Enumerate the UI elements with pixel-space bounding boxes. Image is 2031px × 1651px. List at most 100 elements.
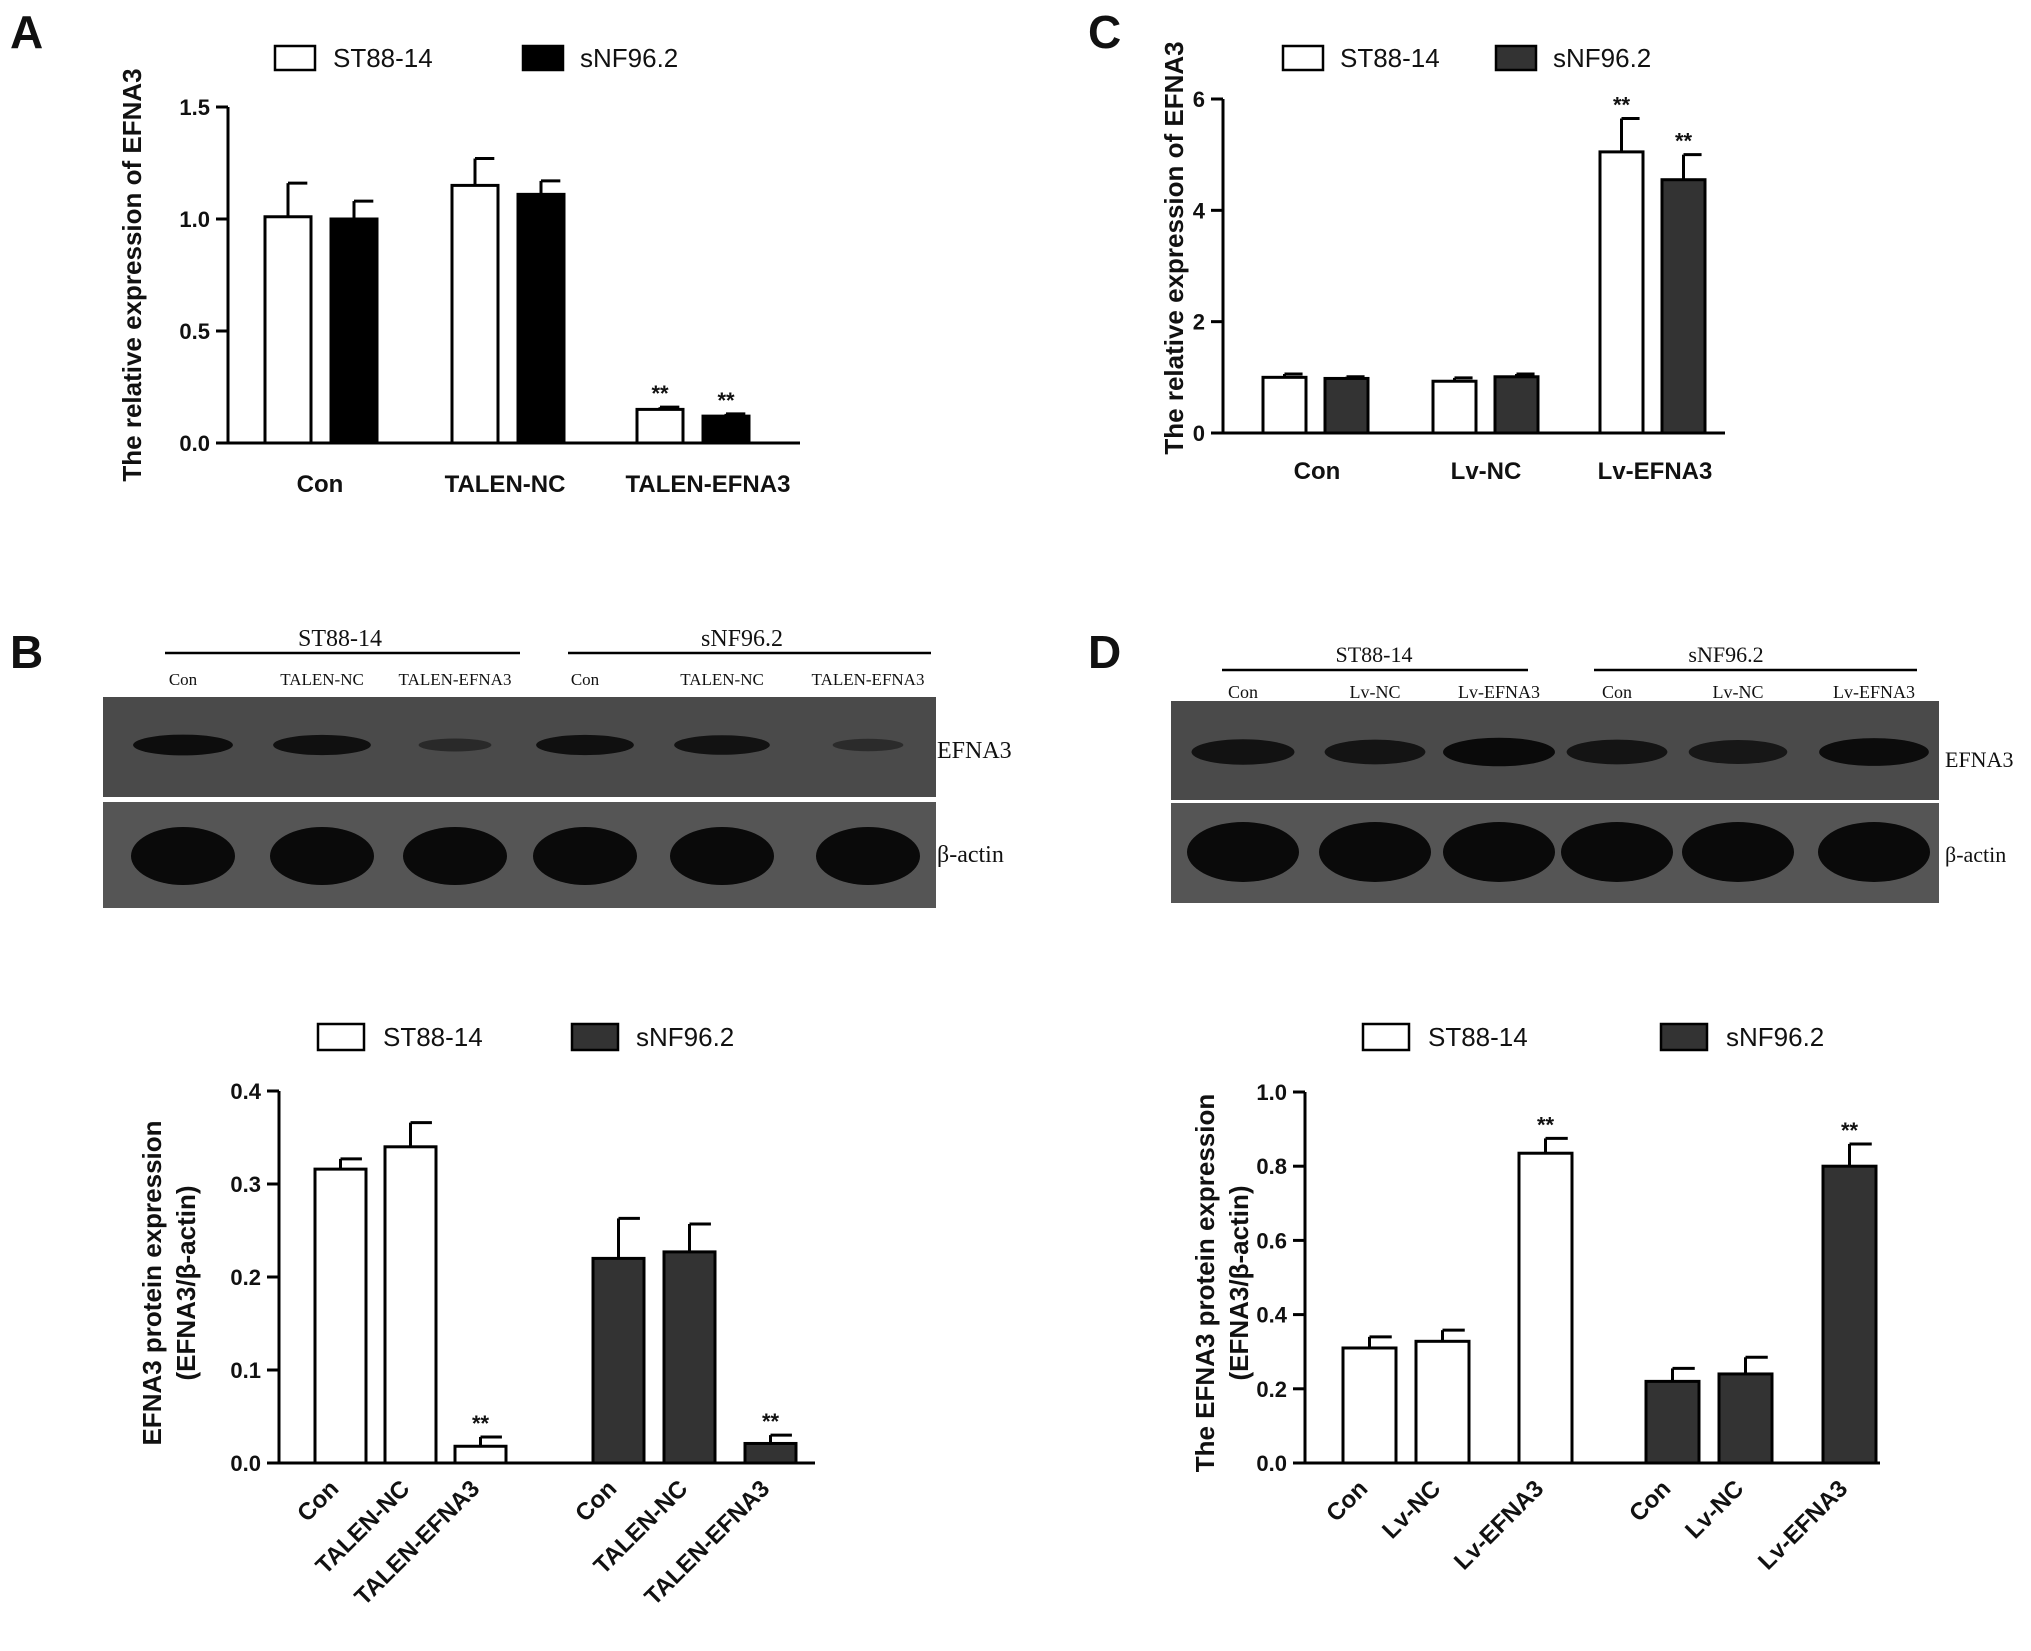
x-category-b-g1-0: Con [570, 1475, 622, 1527]
y-tick-label-d-1: 0.2 [1256, 1377, 1287, 1402]
x-category-c-0: Con [1294, 458, 1341, 485]
significance-a-s0-c2: ** [651, 381, 669, 406]
band-d-r1-l4 [1682, 822, 1794, 882]
legend-c-label-1: ST88-14 [1340, 43, 1440, 73]
panel-letter-d: D [1088, 626, 1121, 678]
blot-b-group-1: ST88-14 [298, 626, 382, 652]
bar-a-s0-c2 [635, 407, 685, 445]
blot-d-lane-4: Con [1602, 682, 1632, 702]
band-d-r1-l1 [1319, 822, 1431, 882]
chart-a: ST88-14 sNF96.2 The relative expression … [117, 43, 800, 498]
bar-a-s1-c2 [701, 414, 751, 445]
blot-d-group-2: sNF96.2 [1688, 642, 1763, 667]
bar-c-s1-c0 [1323, 376, 1370, 435]
band-b-r1-l1 [270, 827, 374, 885]
band-b-r0-l0 [133, 734, 233, 756]
blot-d-group-1: ST88-14 [1336, 642, 1413, 667]
band-b-r0-l3 [536, 734, 634, 756]
chart-b: ST88-14 sNF96.2 EFNA3 protein expression… [137, 1022, 815, 1611]
significance-a-s1-c2: ** [717, 388, 735, 413]
y-tick-label-d-0: 0.0 [1256, 1451, 1287, 1476]
legend-b-label-2: sNF96.2 [636, 1022, 734, 1052]
blot-d-row-label-actin: β-actin [1945, 842, 2006, 867]
bar-c-s0-c1 [1431, 379, 1478, 435]
band-d-r0-l2 [1443, 737, 1555, 767]
significance-c-s1-c2: ** [1675, 129, 1693, 154]
bar-b-s0-c2 [453, 1444, 508, 1465]
y-tick-label-b-3: 0.3 [230, 1172, 261, 1197]
x-category-c-1: Lv-NC [1451, 458, 1522, 485]
bar-d-s1-c2 [1821, 1164, 1878, 1465]
y-tick-label-c-3: 6 [1193, 87, 1205, 112]
legend-a-label-2: sNF96.2 [580, 43, 678, 73]
blot-d-efna3-strip [1171, 701, 1939, 800]
bar-d-s0-c0 [1341, 1346, 1398, 1465]
chart-d: ST88-14 sNF96.2 The EFNA3 protein expres… [1190, 1022, 1880, 1575]
western-blot-d: ST88-14 sNF96.2 Con Lv-NC Lv-EFNA3 Con L… [1171, 642, 2013, 903]
legend-c-label-2: sNF96.2 [1553, 43, 1651, 73]
legend-d-label-2: sNF96.2 [1726, 1022, 1824, 1052]
panel-letter-a: A [10, 6, 43, 58]
bar-d-s0-c1 [1414, 1339, 1471, 1465]
bar-b-s1-c1 [662, 1250, 717, 1465]
y-axis-label-d-line-1: The EFNA3 protein expression [1190, 1094, 1220, 1473]
band-b-r0-l1 [273, 734, 371, 756]
legend-a-swatch-1 [273, 44, 317, 72]
y-tick-label-d-5: 1.0 [1256, 1080, 1287, 1105]
blot-b-lane-1: Con [169, 670, 198, 689]
band-b-r1-l0 [131, 827, 235, 885]
y-tick-label-c-2: 4 [1193, 198, 1206, 223]
band-d-r1-l0 [1187, 822, 1299, 882]
x-category-d-g1-0: Con [1624, 1475, 1676, 1527]
x-category-a-2: TALEN-EFNA3 [626, 471, 791, 498]
legend-d-label-1: ST88-14 [1428, 1022, 1528, 1052]
x-category-a-1: TALEN-NC [445, 471, 566, 498]
bar-a-s0-c1 [450, 183, 500, 445]
legend-c-swatch-1 [1281, 44, 1325, 72]
legend-a-swatch-2 [521, 44, 565, 72]
blot-d-lane-2: Lv-NC [1350, 682, 1401, 702]
x-category-d-g0-2: Lv-EFNA3 [1449, 1475, 1549, 1575]
y-tick-label-b-4: 0.4 [230, 1079, 261, 1104]
blot-b-lane-6: TALEN-EFNA3 [812, 670, 925, 689]
band-b-r0-l2 [418, 738, 492, 752]
bar-c-s1-c2 [1660, 178, 1707, 435]
blot-b-lane-3: TALEN-EFNA3 [399, 670, 512, 689]
legend-c-swatch-2 [1494, 44, 1538, 72]
panel-letter-c: C [1088, 6, 1121, 58]
y-tick-label-a-0: 0.0 [179, 431, 210, 456]
x-category-d-g0-0: Con [1321, 1475, 1373, 1527]
bar-c-s0-c0 [1261, 375, 1308, 435]
band-b-r1-l4 [670, 827, 774, 885]
legend-b-swatch-2 [570, 1022, 620, 1052]
band-d-r1-l5 [1818, 822, 1930, 882]
blot-b-actin-strip [103, 802, 936, 908]
blot-b-lane-5: TALEN-NC [680, 670, 764, 689]
band-d-r1-l3 [1561, 822, 1673, 882]
bar-b-s0-c1 [383, 1145, 438, 1465]
y-tick-label-b-1: 0.1 [230, 1358, 261, 1383]
band-b-r0-l4 [674, 735, 770, 755]
y-tick-label-d-3: 0.6 [1256, 1228, 1287, 1253]
legend-d-swatch-2 [1659, 1022, 1709, 1052]
y-axis-label-a: The relative expression of EFNA3 [117, 68, 147, 481]
blot-b-group-2: sNF96.2 [701, 626, 783, 652]
y-tick-label-c-1: 2 [1193, 310, 1205, 335]
x-category-d-g1-2: Lv-EFNA3 [1753, 1475, 1853, 1575]
bar-b-s1-c2 [743, 1441, 798, 1465]
significance-c-s0-c2: ** [1613, 92, 1631, 117]
significance-d-s0-c2: ** [1537, 1112, 1555, 1137]
y-tick-label-b-2: 0.2 [230, 1265, 261, 1290]
bar-a-s1-c1 [516, 192, 566, 445]
bar-d-s1-c0 [1644, 1379, 1701, 1465]
y-axis-label-b-line-1: EFNA3 protein expression [137, 1120, 167, 1445]
y-axis-label-d-line-2: (EFNA3/β-actin) [1224, 1186, 1254, 1381]
blot-b-lane-2: TALEN-NC [280, 670, 364, 689]
band-b-r1-l2 [403, 827, 507, 885]
y-tick-label-a-2: 1.0 [179, 207, 210, 232]
chart-c: ST88-14 sNF96.2 The relative expression … [1159, 41, 1725, 485]
bar-d-s0-c2 [1517, 1151, 1574, 1465]
blot-b-efna3-strip [103, 697, 936, 797]
y-tick-label-a-1: 0.5 [179, 319, 210, 344]
